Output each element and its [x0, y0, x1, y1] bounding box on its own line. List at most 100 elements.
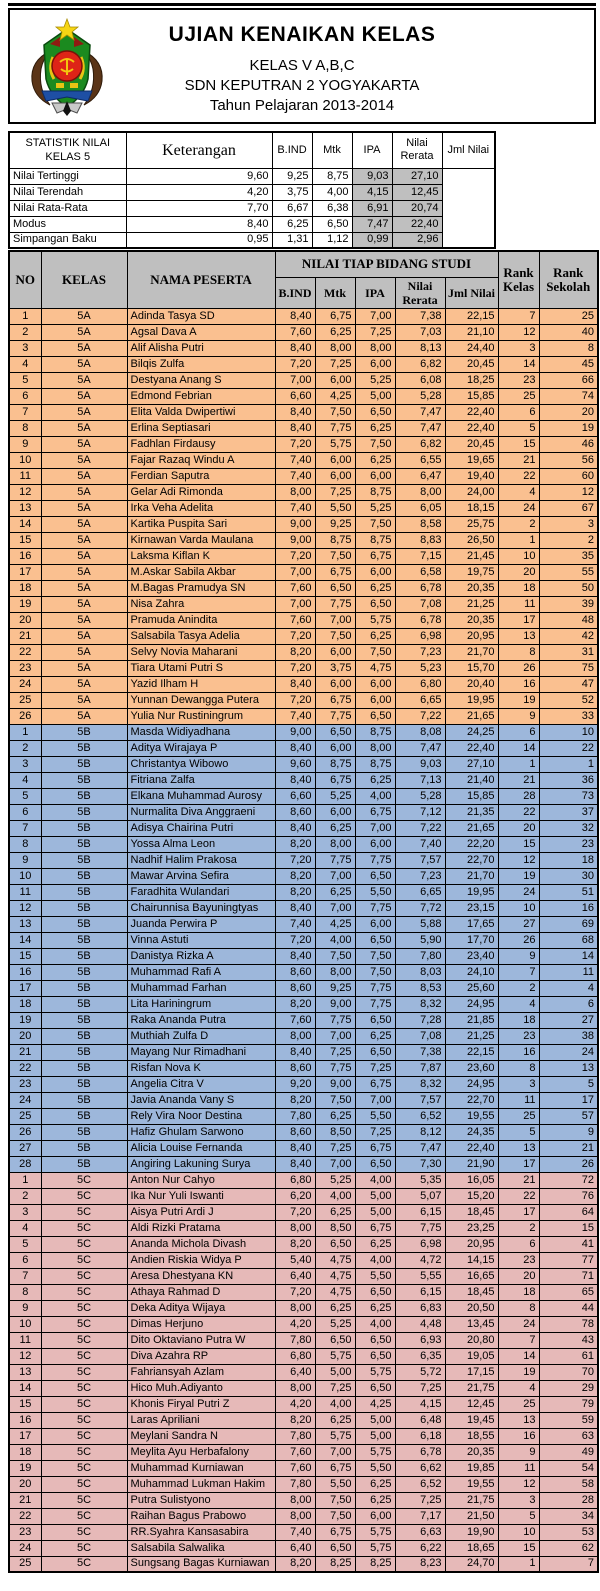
stats-value: 8,75 — [311, 167, 353, 185]
cell-score-ipa: 6,25 — [354, 1491, 396, 1509]
stats-row: Nilai Terendah 4,20 3,75 4,00 4,15 12,45 — [8, 183, 495, 201]
main-table-body: 1 5A Adinda Tasya SD 8,40 6,75 7,00 7,38 22,15 7… — [8, 307, 599, 1573]
cell-score-mtk: 6,75 — [314, 307, 356, 325]
table-row: 8 5C Athaya Rahmad D 7,20 4,75 6,50 6,15 18,45 1… — [8, 1283, 599, 1301]
cell-rank-sekolah: 36 — [538, 771, 599, 789]
cell-no: 24 — [8, 1539, 42, 1557]
cell-kelas: 5B — [40, 755, 128, 773]
cell-no: 27 — [8, 1139, 42, 1157]
cell-nilai-rerata: 8,23 — [394, 1555, 446, 1573]
cell-jml-nilai: 24,10 — [444, 963, 499, 981]
cell-name: RR.Syahra Kansasabira — [126, 1523, 276, 1541]
cell-rank-kelas: 22 — [497, 803, 540, 821]
cell-jml-nilai: 25,60 — [444, 979, 499, 997]
cell-nilai-rerata: 5,90 — [394, 931, 446, 949]
cell-kelas: 5B — [40, 723, 128, 741]
stats-value: 6,91 — [351, 199, 393, 217]
cell-nilai-rerata: 7,40 — [394, 835, 446, 853]
cell-score-bind: 7,20 — [274, 691, 316, 709]
cell-no: 20 — [8, 1027, 42, 1045]
table-row: 13 5B Juanda Perwira P 7,40 4,25 6,00 5,88 17,6… — [8, 915, 599, 933]
cell-kelas: 5B — [40, 851, 128, 869]
cell-score-mtk: 6,00 — [314, 371, 356, 389]
cell-no: 13 — [8, 499, 42, 517]
cell-score-ipa: 7,00 — [354, 307, 396, 325]
cell-rank-sekolah: 55 — [538, 563, 599, 581]
stats-table-label: STATISTIK NILAI KELAS 5 — [8, 131, 127, 169]
cell-score-ipa: 7,50 — [354, 643, 396, 661]
cell-score-mtk: 6,50 — [314, 579, 356, 597]
cell-score-bind: 8,20 — [274, 883, 316, 901]
cell-score-mtk: 5,25 — [314, 787, 356, 805]
cell-name: M.Bagas Pramudya SN — [126, 579, 276, 597]
stats-value: 4,15 — [351, 183, 393, 201]
header-bind: B.IND — [274, 276, 316, 309]
cell-name: Raka Ananda Putra — [126, 1011, 276, 1029]
cell-score-ipa: 7,75 — [354, 899, 396, 917]
stats-value: 6,50 — [311, 215, 353, 233]
table-row: 7 5B Adisya Chairina Putri 8,40 6,25 7,00 7,22… — [8, 819, 599, 837]
cell-rank-sekolah: 73 — [538, 787, 599, 805]
cell-name: Juanda Perwira P — [126, 915, 276, 933]
cell-score-bind: 8,00 — [274, 1507, 316, 1525]
cell-rank-kelas: 3 — [497, 339, 540, 357]
cell-nilai-rerata: 5,35 — [394, 1171, 446, 1189]
table-row: 16 5C Laras Apriliani 8,20 6,25 5,00 6,48 19,45… — [8, 1411, 599, 1429]
cell-rank-kelas: 18 — [497, 579, 540, 597]
cell-jml-nilai: 22,40 — [444, 403, 499, 421]
cell-jml-nilai: 20,45 — [444, 355, 499, 373]
cell-score-ipa: 6,00 — [354, 563, 396, 581]
stats-header-ipa: IPA — [351, 131, 393, 169]
cell-kelas: 5C — [40, 1219, 128, 1237]
cell-rank-sekolah: 62 — [538, 1539, 599, 1557]
cell-score-ipa: 6,50 — [354, 1379, 396, 1397]
cell-score-bind: 7,40 — [274, 1523, 316, 1541]
cell-score-ipa: 6,00 — [354, 675, 396, 693]
table-row: 24 5C Salsabila Salwalika 6,40 6,50 5,75 6,22 1… — [8, 1539, 599, 1557]
cell-nilai-rerata: 6,78 — [394, 1443, 446, 1461]
cell-jml-nilai: 21,65 — [444, 819, 499, 837]
cell-nilai-rerata: 7,38 — [394, 307, 446, 325]
table-row: 1 5B Masda Widiyadhana 9,00 6,50 8,75 8,08 24,2… — [8, 723, 599, 741]
cell-rank-kelas: 19 — [497, 1363, 540, 1381]
cell-nilai-rerata: 5,55 — [394, 1267, 446, 1285]
table-row: 14 5C Hico Muh.Adiyanto 8,00 7,25 6,50 7,25 21,… — [8, 1379, 599, 1397]
cell-no: 25 — [8, 1107, 42, 1125]
stats-row-label: Nilai Tertinggi — [8, 167, 127, 185]
cell-jml-nilai: 19,65 — [444, 451, 499, 469]
table-row: 1 5C Anton Nur Cahyo 6,80 5,25 4,00 5,35 16,05 2… — [8, 1171, 599, 1189]
cell-score-mtk: 7,25 — [314, 1379, 356, 1397]
cell-name: Agsal Dava A — [126, 323, 276, 341]
cell-kelas: 5B — [40, 995, 128, 1013]
cell-no: 14 — [8, 1379, 42, 1397]
cell-score-ipa: 6,25 — [354, 1299, 396, 1317]
cell-score-mtk: 9,25 — [314, 515, 356, 533]
cell-jml-nilai: 18,45 — [444, 1283, 499, 1301]
cell-name: Danistya Rizka A — [126, 947, 276, 965]
cell-nilai-rerata: 6,22 — [394, 1539, 446, 1557]
cell-score-ipa: 6,75 — [354, 1075, 396, 1093]
cell-score-mtk: 7,50 — [314, 947, 356, 965]
cell-rank-kelas: 22 — [497, 1187, 540, 1205]
cell-jml-nilai: 21,75 — [444, 1491, 499, 1509]
cell-nilai-rerata: 7,47 — [394, 1139, 446, 1157]
cell-kelas: 5B — [40, 883, 128, 901]
cell-rank-kelas: 1 — [497, 1555, 540, 1573]
cell-score-ipa: 5,75 — [354, 611, 396, 629]
cell-kelas: 5C — [40, 1299, 128, 1317]
cell-jml-nilai: 21,45 — [444, 547, 499, 565]
cell-kelas: 5B — [40, 1075, 128, 1093]
cell-score-ipa: 8,75 — [354, 723, 396, 741]
stats-row: Nilai Rata-Rata 7,70 6,67 6,38 6,91 20,74 — [8, 199, 495, 217]
cell-jml-nilai: 24,95 — [444, 1075, 499, 1093]
cell-jml-nilai: 21,40 — [444, 771, 499, 789]
cell-jml-nilai: 19,45 — [444, 1411, 499, 1429]
cell-nilai-rerata: 7,13 — [394, 771, 446, 789]
cell-score-bind: 6,60 — [274, 787, 316, 805]
cell-score-mtk: 6,25 — [314, 819, 356, 837]
cell-score-mtk: 6,00 — [314, 675, 356, 693]
cell-name: Dimas Herjuno — [126, 1315, 276, 1333]
cell-score-mtk: 3,75 — [314, 659, 356, 677]
stats-value: 20,74 — [391, 199, 443, 217]
cell-score-bind: 8,40 — [274, 675, 316, 693]
